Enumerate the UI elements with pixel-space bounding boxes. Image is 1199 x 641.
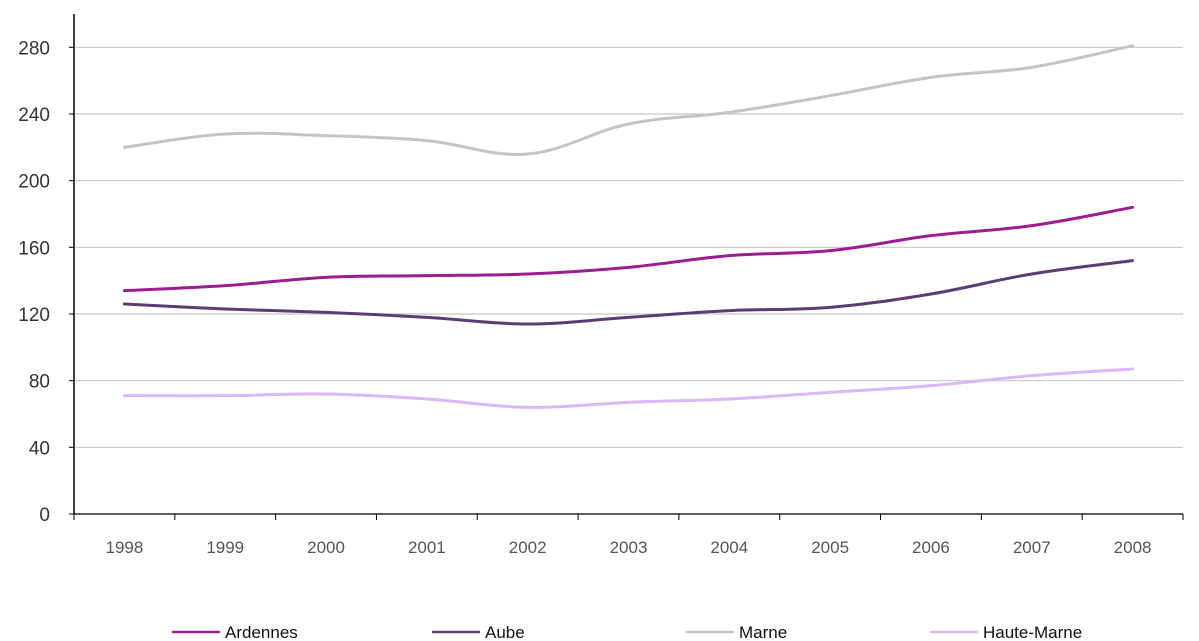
gridlines [74, 46, 1183, 448]
y-tick-label: 160 [18, 238, 50, 259]
x-tick-label: 1998 [105, 538, 143, 557]
x-tick-label: 2008 [1114, 538, 1152, 557]
x-tick-label: 2004 [710, 538, 748, 557]
legend: Ardennes Aube Marne Haute-Marne [172, 623, 1082, 641]
x-axis: 1998 1999 2000 2001 2002 2003 2004 2005 2006 2007… [73, 513, 1184, 557]
legend-label: Ardennes [225, 623, 298, 641]
legend-label: Marne [739, 623, 787, 641]
x-tick-label: 2005 [811, 538, 849, 557]
series-lines [122, 44, 1135, 409]
x-tick-label: 2000 [307, 538, 345, 557]
x-tick-label: 2007 [1013, 538, 1051, 557]
x-tick-label: 1999 [206, 538, 244, 557]
x-tick-label: 2001 [408, 538, 446, 557]
series-line-ardennes [122, 205, 1135, 293]
legend-label: Haute-Marne [983, 623, 1082, 641]
series-line-haute-marne [122, 367, 1135, 409]
y-tick-label: 240 [18, 105, 50, 126]
y-tick-label: 0 [39, 505, 50, 526]
series-line-aube [122, 259, 1135, 326]
y-tick-label: 120 [18, 305, 50, 326]
series-line-marne [122, 44, 1135, 156]
y-tick-label: 280 [18, 38, 50, 59]
y-tick-label: 40 [29, 438, 50, 459]
x-tick-label: 2006 [912, 538, 950, 557]
x-tick-label: 2002 [509, 538, 547, 557]
y-tick-label: 200 [18, 172, 50, 193]
x-tick-label: 2003 [610, 538, 648, 557]
y-tick-label: 80 [29, 372, 50, 393]
legend-label: Aube [485, 623, 525, 641]
y-axis: 0 40 80 120 160 200 240 280 [18, 14, 75, 526]
